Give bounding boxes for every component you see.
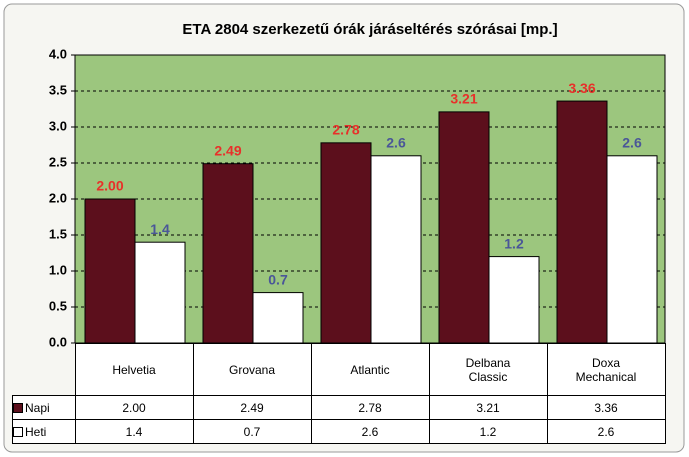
bar [84, 198, 136, 344]
data-label: 3.36 [568, 80, 595, 96]
table-value: 1.2 [428, 419, 548, 444]
table-row: Heti 1.4 0.7 2.6 1.2 2.6 [12, 419, 666, 444]
bar [606, 155, 658, 344]
data-label: 0.7 [268, 271, 288, 287]
bar [202, 163, 254, 344]
legend-cell: Heti [12, 419, 76, 444]
table-value: 3.36 [546, 395, 666, 420]
category-label: Doxa Mechanical [546, 343, 666, 396]
table-value: 1.4 [74, 419, 194, 444]
table-value: 2.00 [74, 395, 194, 420]
table-row: Helvetia Grovana Atlantic Delbana Classic Do… [13, 343, 666, 396]
y-tick-label: 3.5 [49, 82, 67, 97]
y-tick-label: 1.5 [49, 226, 67, 241]
category-label: Atlantic [310, 343, 430, 396]
legend-key [13, 403, 23, 414]
table-row: Napi 2.00 2.49 2.78 3.21 3.36 [12, 395, 666, 420]
data-label: 2.6 [386, 135, 406, 151]
bar [556, 100, 608, 344]
table-value: 3.21 [428, 395, 548, 420]
data-label: 2.6 [622, 135, 642, 151]
table-value: 2.6 [310, 419, 430, 444]
category-label: Helvetia [74, 343, 194, 396]
chart-title: ETA 2804 szerkezetű órák járáseltérés sz… [182, 21, 557, 38]
data-label: 1.2 [504, 235, 524, 251]
bar [134, 241, 186, 344]
category-label: Delbana Classic [428, 343, 548, 396]
data-label: 3.21 [450, 91, 477, 107]
table-corner [13, 344, 76, 396]
table-value: 2.49 [192, 395, 312, 420]
y-tick-label: 2.5 [49, 154, 67, 169]
bar [320, 142, 372, 344]
y-tick-label: 4.0 [49, 46, 67, 61]
y-tick-label: 2.0 [49, 190, 67, 205]
table-value: 2.78 [310, 395, 430, 420]
bar [370, 155, 422, 344]
data-table: Helvetia Grovana Atlantic Delbana Classic Do… [12, 343, 666, 444]
legend-label: Napi [25, 400, 50, 415]
data-label: 1.4 [150, 221, 170, 237]
legend-cell: Napi [12, 395, 76, 420]
data-label: 2.78 [332, 122, 359, 138]
y-tick-label: 0.5 [49, 298, 67, 313]
y-tick-label: 3.0 [49, 118, 67, 133]
y-tick-label: 0.0 [49, 334, 67, 349]
table-value: 2.6 [546, 419, 666, 444]
bar [438, 111, 490, 344]
legend-key [13, 427, 23, 438]
y-tick-label: 1.0 [49, 262, 67, 277]
category-label: Grovana [192, 343, 312, 396]
bar [488, 256, 540, 344]
bar [252, 292, 304, 344]
table-value: 0.7 [192, 419, 312, 444]
data-label: 2.49 [214, 142, 241, 158]
legend-label: Heti [25, 424, 47, 439]
data-label: 2.00 [96, 178, 123, 194]
